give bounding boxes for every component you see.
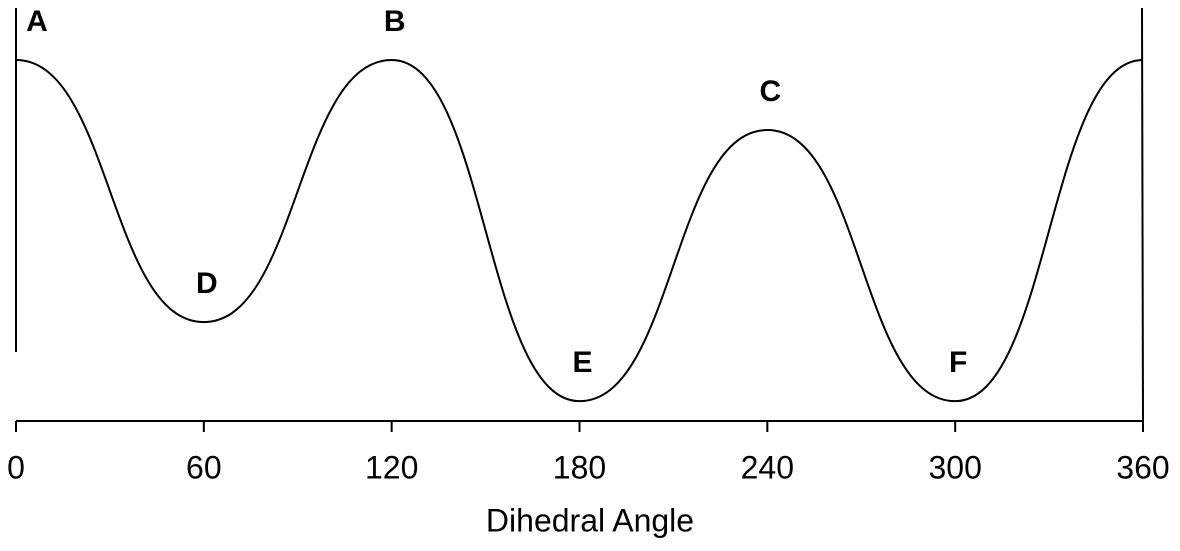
x-tick-label: 360 (1116, 449, 1169, 485)
x-tick-label: 120 (365, 449, 418, 485)
energy-curve (15, 58, 1144, 403)
point-label: A (26, 5, 48, 38)
x-tick-label: 240 (741, 449, 794, 485)
point-label: D (196, 267, 218, 300)
point-label: E (572, 346, 592, 379)
x-tick-label: 0 (7, 449, 25, 485)
point-label: B (384, 5, 406, 38)
point-label: F (949, 346, 967, 379)
x-axis-label: Dihedral Angle (486, 502, 694, 538)
x-tick-label: 60 (186, 449, 222, 485)
x-tick-label: 180 (553, 449, 606, 485)
point-label: C (759, 75, 781, 108)
right-border (1141, 7, 1144, 422)
x-tick-label: 300 (928, 449, 981, 485)
